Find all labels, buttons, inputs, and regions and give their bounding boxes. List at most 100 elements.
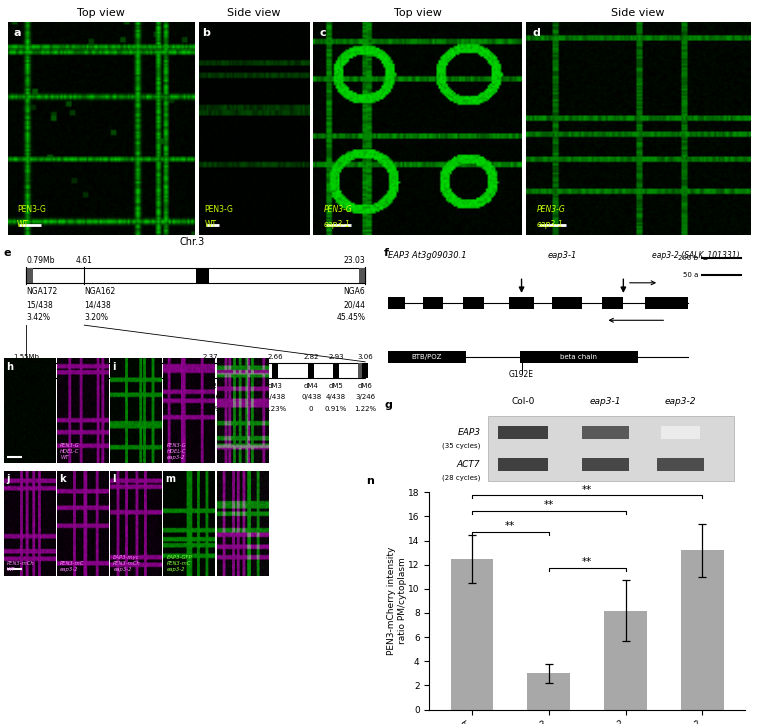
Text: PEN3-mCh
WT: PEN3-mCh WT [7,561,35,573]
Bar [333,363,339,378]
Text: eap3-2 (SALK_101331): eap3-2 (SALK_101331) [652,251,739,260]
Text: c: c [319,28,326,38]
Text: 50 a: 50 a [683,272,698,279]
Text: 45.45%: 45.45% [336,313,365,322]
Text: 2.93: 2.93 [328,353,344,360]
Text: 20/44: 20/44 [344,300,365,309]
Text: 0.23%: 0.23% [264,405,287,412]
Text: 2.82: 2.82 [303,353,319,360]
Text: Col-0: Col-0 [511,397,535,406]
Text: **: ** [543,500,554,510]
Bar [272,363,278,378]
Text: 0.41%: 0.41% [199,405,221,412]
Bar [499,426,549,439]
Bar [509,298,534,309]
Text: PEN3-G: PEN3-G [537,205,566,214]
Bar [26,363,365,378]
Text: e: e [4,248,11,258]
Text: 14/438: 14/438 [84,300,111,309]
Text: **: ** [505,521,515,531]
Text: eap3-1: eap3-1 [548,251,578,260]
Bar [644,298,688,309]
Bar [604,610,647,710]
Text: dM4: dM4 [304,383,318,389]
Bar [388,351,466,363]
Text: PEN3-mC
eap3-2: PEN3-mC eap3-2 [60,561,84,573]
Bar [520,351,638,363]
Text: (28 cycles): (28 cycles) [442,475,480,481]
Text: i: i [112,361,116,371]
Bar [582,426,629,439]
Bar [681,550,724,710]
Text: PEN3-G
HDEL-C
eap3-2: PEN3-G HDEL-C eap3-2 [166,443,186,460]
Text: 200 b: 200 b [679,255,698,261]
Bar [657,458,704,471]
Text: WT: WT [204,220,217,229]
Text: d: d [533,28,540,38]
Text: 2.66: 2.66 [268,353,283,360]
Bar [309,363,314,378]
Text: NGA162: NGA162 [84,287,116,296]
Bar [661,426,700,439]
Text: 4/438: 4/438 [326,395,346,400]
Bar [26,363,33,378]
Text: EAP3: EAP3 [458,429,480,437]
Text: Top view: Top view [394,8,442,18]
Text: (35 cycles): (35 cycles) [442,443,480,449]
Text: l: l [112,473,116,484]
Text: 0.91%: 0.91% [325,405,347,412]
Text: b: b [202,28,211,38]
Text: eap3-1: eap3-1 [537,220,564,229]
Bar [196,268,209,283]
Text: PEN3-G: PEN3-G [17,205,46,214]
Bar [499,458,549,471]
Bar [451,559,493,710]
Text: 0: 0 [309,405,313,412]
Text: 1/246: 1/246 [200,395,220,400]
Text: EAP3-GFP
PEN3-mC
eap3-2: EAP3-GFP PEN3-mC eap3-2 [166,555,192,573]
Text: j: j [6,473,9,484]
Bar [23,363,29,378]
Text: 15/438: 15/438 [26,300,52,309]
Bar [488,416,734,481]
Bar [388,298,406,309]
Text: EAP3 At3g09030.1: EAP3 At3g09030.1 [388,251,466,260]
Bar [463,298,484,309]
Text: 23.03: 23.03 [344,256,365,265]
Bar [207,363,213,378]
Text: dM1: dM1 [18,383,33,389]
Text: g: g [384,400,392,410]
Text: 0/438: 0/438 [301,395,321,400]
Bar [358,363,365,378]
Text: Side view: Side view [611,8,665,18]
Text: dM6: dM6 [358,383,372,389]
Text: BTB/POZ: BTB/POZ [412,354,442,360]
Text: NGA6: NGA6 [344,287,365,296]
Text: 3.42%: 3.42% [26,313,50,322]
Text: **: ** [582,557,592,567]
Text: a: a [13,28,21,38]
Y-axis label: PEN3-mCherry intensity
ratio PM/cytoplasm: PEN3-mCherry intensity ratio PM/cytoplas… [388,547,407,655]
Text: PEN3-G
HDEL-C
WT: PEN3-G HDEL-C WT [60,443,80,460]
Text: dM2: dM2 [203,383,217,389]
Text: Side view: Side view [227,8,281,18]
Text: **: ** [582,485,592,494]
Text: 1.22%: 1.22% [354,405,376,412]
Text: 1.22%: 1.22% [15,405,37,412]
Text: k: k [59,473,65,484]
Text: 1/438: 1/438 [265,395,286,400]
Text: PEN3-G: PEN3-G [204,205,233,214]
Text: n: n [366,476,374,486]
Bar [582,458,629,471]
Text: 3.06: 3.06 [357,353,373,360]
Text: 0.79Mb: 0.79Mb [26,256,55,265]
Bar [26,268,33,283]
Text: f: f [384,248,389,258]
Text: m: m [166,473,176,484]
Bar [527,673,570,710]
Text: 3/246: 3/246 [16,395,36,400]
Text: PEN3-G: PEN3-G [324,205,353,214]
Text: 1.55Mb: 1.55Mb [13,353,39,360]
Text: eap3-1: eap3-1 [324,220,350,229]
Text: dM3: dM3 [268,383,283,389]
